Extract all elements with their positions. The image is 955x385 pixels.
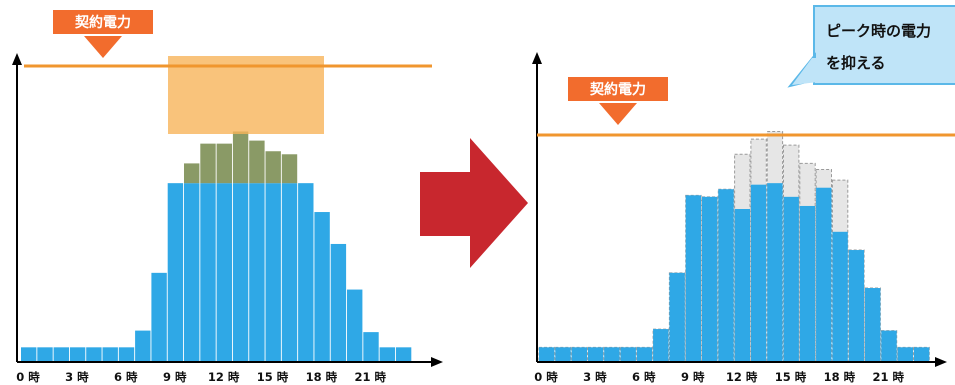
left-tick-label: 21 時	[355, 370, 387, 384]
left-excess-bar	[265, 151, 281, 184]
right-bar	[750, 184, 767, 361]
left-bar	[314, 212, 330, 361]
right-bar	[718, 189, 734, 361]
right-bar	[897, 347, 913, 361]
left-excess-bar	[184, 163, 200, 184]
right-bar	[734, 209, 750, 361]
left-peak-highlight	[168, 56, 324, 134]
right-bar	[604, 347, 620, 361]
left-bar	[86, 347, 102, 361]
left-bar	[200, 183, 216, 361]
left-bar	[53, 347, 69, 361]
transition-arrow	[420, 138, 528, 268]
left-excess-bar	[232, 131, 249, 184]
right-tick-label: 3 時	[583, 370, 607, 384]
callout-tail-cover	[792, 58, 818, 85]
right-tick-label: 9 時	[681, 370, 705, 384]
left-bar	[232, 183, 249, 361]
left-bar	[363, 332, 379, 361]
left-bars	[21, 183, 412, 361]
right-contract-label: 契約電力	[589, 81, 646, 98]
right-tick-label: 15 時	[775, 370, 807, 384]
left-bar	[135, 330, 151, 361]
callout-line-2: を抑える	[826, 54, 886, 72]
left-tick-label: 18 時	[306, 370, 338, 384]
right-bars	[539, 183, 930, 361]
right-tick-label: 0 時	[534, 370, 558, 384]
left-bar	[379, 347, 395, 361]
left-bar	[21, 347, 37, 361]
right-bar	[685, 195, 702, 361]
left-bar	[37, 347, 53, 361]
left-tick-label: 12 時	[208, 370, 240, 384]
left-x-axis-arrow	[431, 357, 443, 367]
left-excess-bar	[281, 154, 298, 184]
right-contract-pointer	[599, 103, 637, 125]
right-bar	[881, 330, 897, 361]
right-bar	[816, 187, 832, 361]
right-bar	[767, 183, 783, 361]
left-bar	[69, 347, 86, 361]
left-bar	[281, 183, 298, 361]
left-bar	[298, 183, 314, 361]
right-bar	[620, 347, 636, 361]
right-bar	[865, 288, 881, 361]
left-tick-label: 0 時	[16, 370, 40, 384]
right-bar	[555, 347, 571, 361]
right-bar	[653, 329, 669, 361]
left-excess-bar	[200, 143, 216, 184]
callout-bubble	[813, 5, 955, 85]
left-bar	[395, 347, 412, 361]
left-bar	[249, 183, 265, 361]
right-y-axis-arrow	[532, 52, 542, 64]
right-bar	[669, 272, 685, 361]
right-tick-label: 6 時	[632, 370, 656, 384]
right-bar	[848, 250, 865, 361]
left-tick-label: 6 時	[114, 370, 138, 384]
left-excess-bar	[216, 143, 232, 184]
left-bar	[216, 183, 232, 361]
right-bar	[702, 196, 718, 361]
right-bar	[799, 205, 816, 361]
left-excess-bar	[249, 140, 265, 184]
right-bar	[913, 347, 930, 361]
right-tick-label: 18 時	[824, 370, 856, 384]
left-bar	[102, 347, 118, 361]
right-bar	[587, 347, 604, 361]
right-tick-labels: 0 時 3 時 6 時 9 時 12 時 15 時 18 時 21 時	[534, 370, 904, 384]
callout-line-1: ピーク時の電力	[826, 22, 931, 40]
left-bar	[330, 243, 347, 361]
left-contract-pointer	[84, 36, 122, 58]
left-bar	[265, 183, 281, 361]
right-chart: 契約電力 ピーク時の電力 を抑える 0 時 3 時 6 時 9 時 12 時 15 時 18…	[532, 5, 955, 384]
right-bar	[539, 347, 555, 361]
left-contract-label-bg	[53, 10, 153, 34]
left-chart: 契約電力 0 時 3 時 6 時 9 時 12 時 15 時 18 時 21 時	[12, 10, 443, 384]
left-y-axis-arrow	[12, 53, 22, 65]
right-x-axis-arrow	[935, 357, 947, 367]
right-bar	[571, 347, 587, 361]
right-bar	[636, 347, 653, 361]
right-contract-label-bg	[568, 77, 668, 101]
left-bar	[167, 183, 184, 361]
left-contract-label: 契約電力	[74, 14, 131, 31]
left-tick-labels: 0 時 3 時 6 時 9 時 12 時 15 時 18 時 21 時	[16, 370, 386, 384]
right-tick-label: 21 時	[873, 370, 905, 384]
left-bar	[347, 289, 363, 361]
left-tick-label: 9 時	[163, 370, 187, 384]
right-bar	[832, 231, 848, 361]
right-bar	[783, 196, 799, 361]
left-bar	[118, 347, 135, 361]
left-bar	[184, 183, 200, 361]
left-tick-label: 3 時	[65, 370, 89, 384]
left-tick-label: 15 時	[257, 370, 289, 384]
left-excess-bars	[184, 131, 298, 184]
left-bar	[151, 272, 167, 361]
right-tick-label: 12 時	[726, 370, 758, 384]
